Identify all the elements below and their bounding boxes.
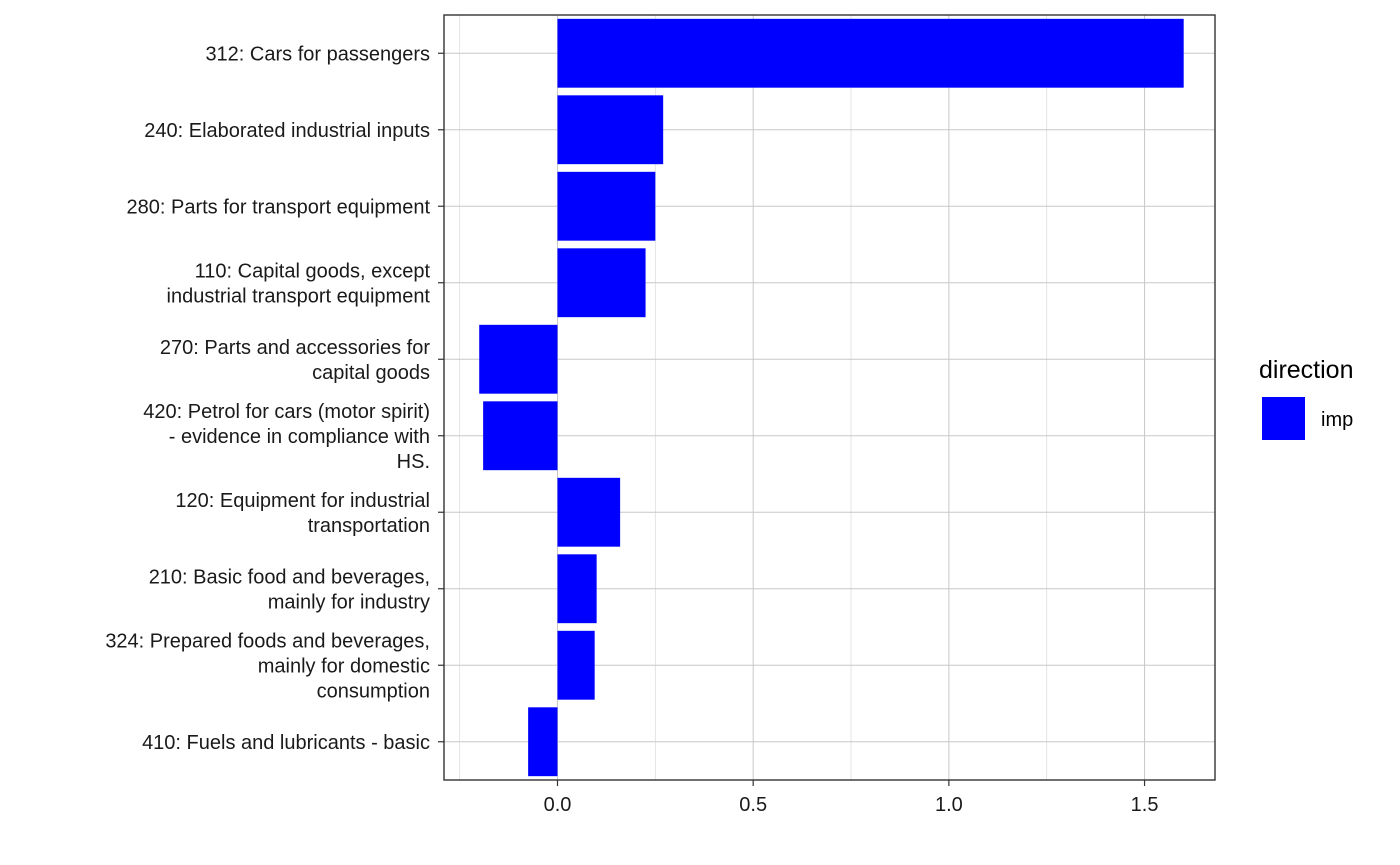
legend-title: direction [1259,356,1354,384]
category-label-line: 270: Parts and accessories for [160,337,430,359]
category-label-line: 110: Capital goods, except [195,260,431,282]
panel-border [443,14,1216,781]
bar [557,171,656,241]
x-tick-label: 0.0 [544,794,572,816]
category-label: 410: Fuels and lubricants - basic [142,732,430,754]
category-label-line: 240: Elaborated industrial inputs [144,120,430,142]
bar [557,18,1184,88]
category-label: 120: Equipment for industrial transportat… [175,490,430,537]
x-tick-label: 0.5 [739,794,767,816]
category-label: 240: Elaborated industrial inputs [144,120,430,142]
category-label: 280: Parts for transport equipment [127,196,431,218]
bar [557,554,597,624]
category-label-line: 324: Prepared foods and beverages, [105,630,430,652]
category-label-line: consumption [317,680,430,702]
bar [483,401,558,471]
category-label-line: mainly for industry [268,591,430,613]
category-label: 420: Petrol for cars (motor spirit) - evi… [143,401,430,473]
category-label: 110: Capital goods, except industrial tra… [167,260,431,307]
legend: direction imp [1259,356,1354,440]
bar [528,707,558,777]
category-label: 210: Basic food and beverages, mainly for… [149,566,430,613]
bar [557,630,595,700]
y-axis: 312: Cars for passengers 240: Elaborated … [105,43,444,754]
x-tick-label: 1.5 [1131,794,1159,816]
bar [557,477,621,547]
category-label: 270: Parts and accessories for capital go… [160,337,430,384]
category-label-line: - evidence in compliance with [169,426,430,448]
bar [557,248,646,318]
bars [479,18,1184,777]
bar [557,95,664,165]
category-label-line: HS. [397,451,430,473]
x-tick-label: 1.0 [935,794,963,816]
legend-label-imp: imp [1321,409,1353,431]
category-label-line: 280: Parts for transport equipment [127,196,431,218]
x-axis: 0.0 0.5 1.0 1.5 [544,780,1159,816]
category-label-line: transportation [308,515,430,537]
legend-key-imp [1262,397,1305,440]
category-label-line: industrial transport equipment [167,285,431,307]
category-label-line: 210: Basic food and beverages, [149,566,430,588]
category-label: 312: Cars for passengers [205,43,430,65]
category-label-line: capital goods [312,362,430,384]
bar [479,324,558,394]
category-label-line: 120: Equipment for industrial [175,490,430,512]
category-label-line: 420: Petrol for cars (motor spirit) [143,401,430,423]
category-label-line: 312: Cars for passengers [205,43,430,65]
category-label: 324: Prepared foods and beverages, mainly… [105,630,430,702]
category-label-line: 410: Fuels and lubricants - basic [142,732,430,754]
category-label-line: mainly for domestic [258,655,430,677]
